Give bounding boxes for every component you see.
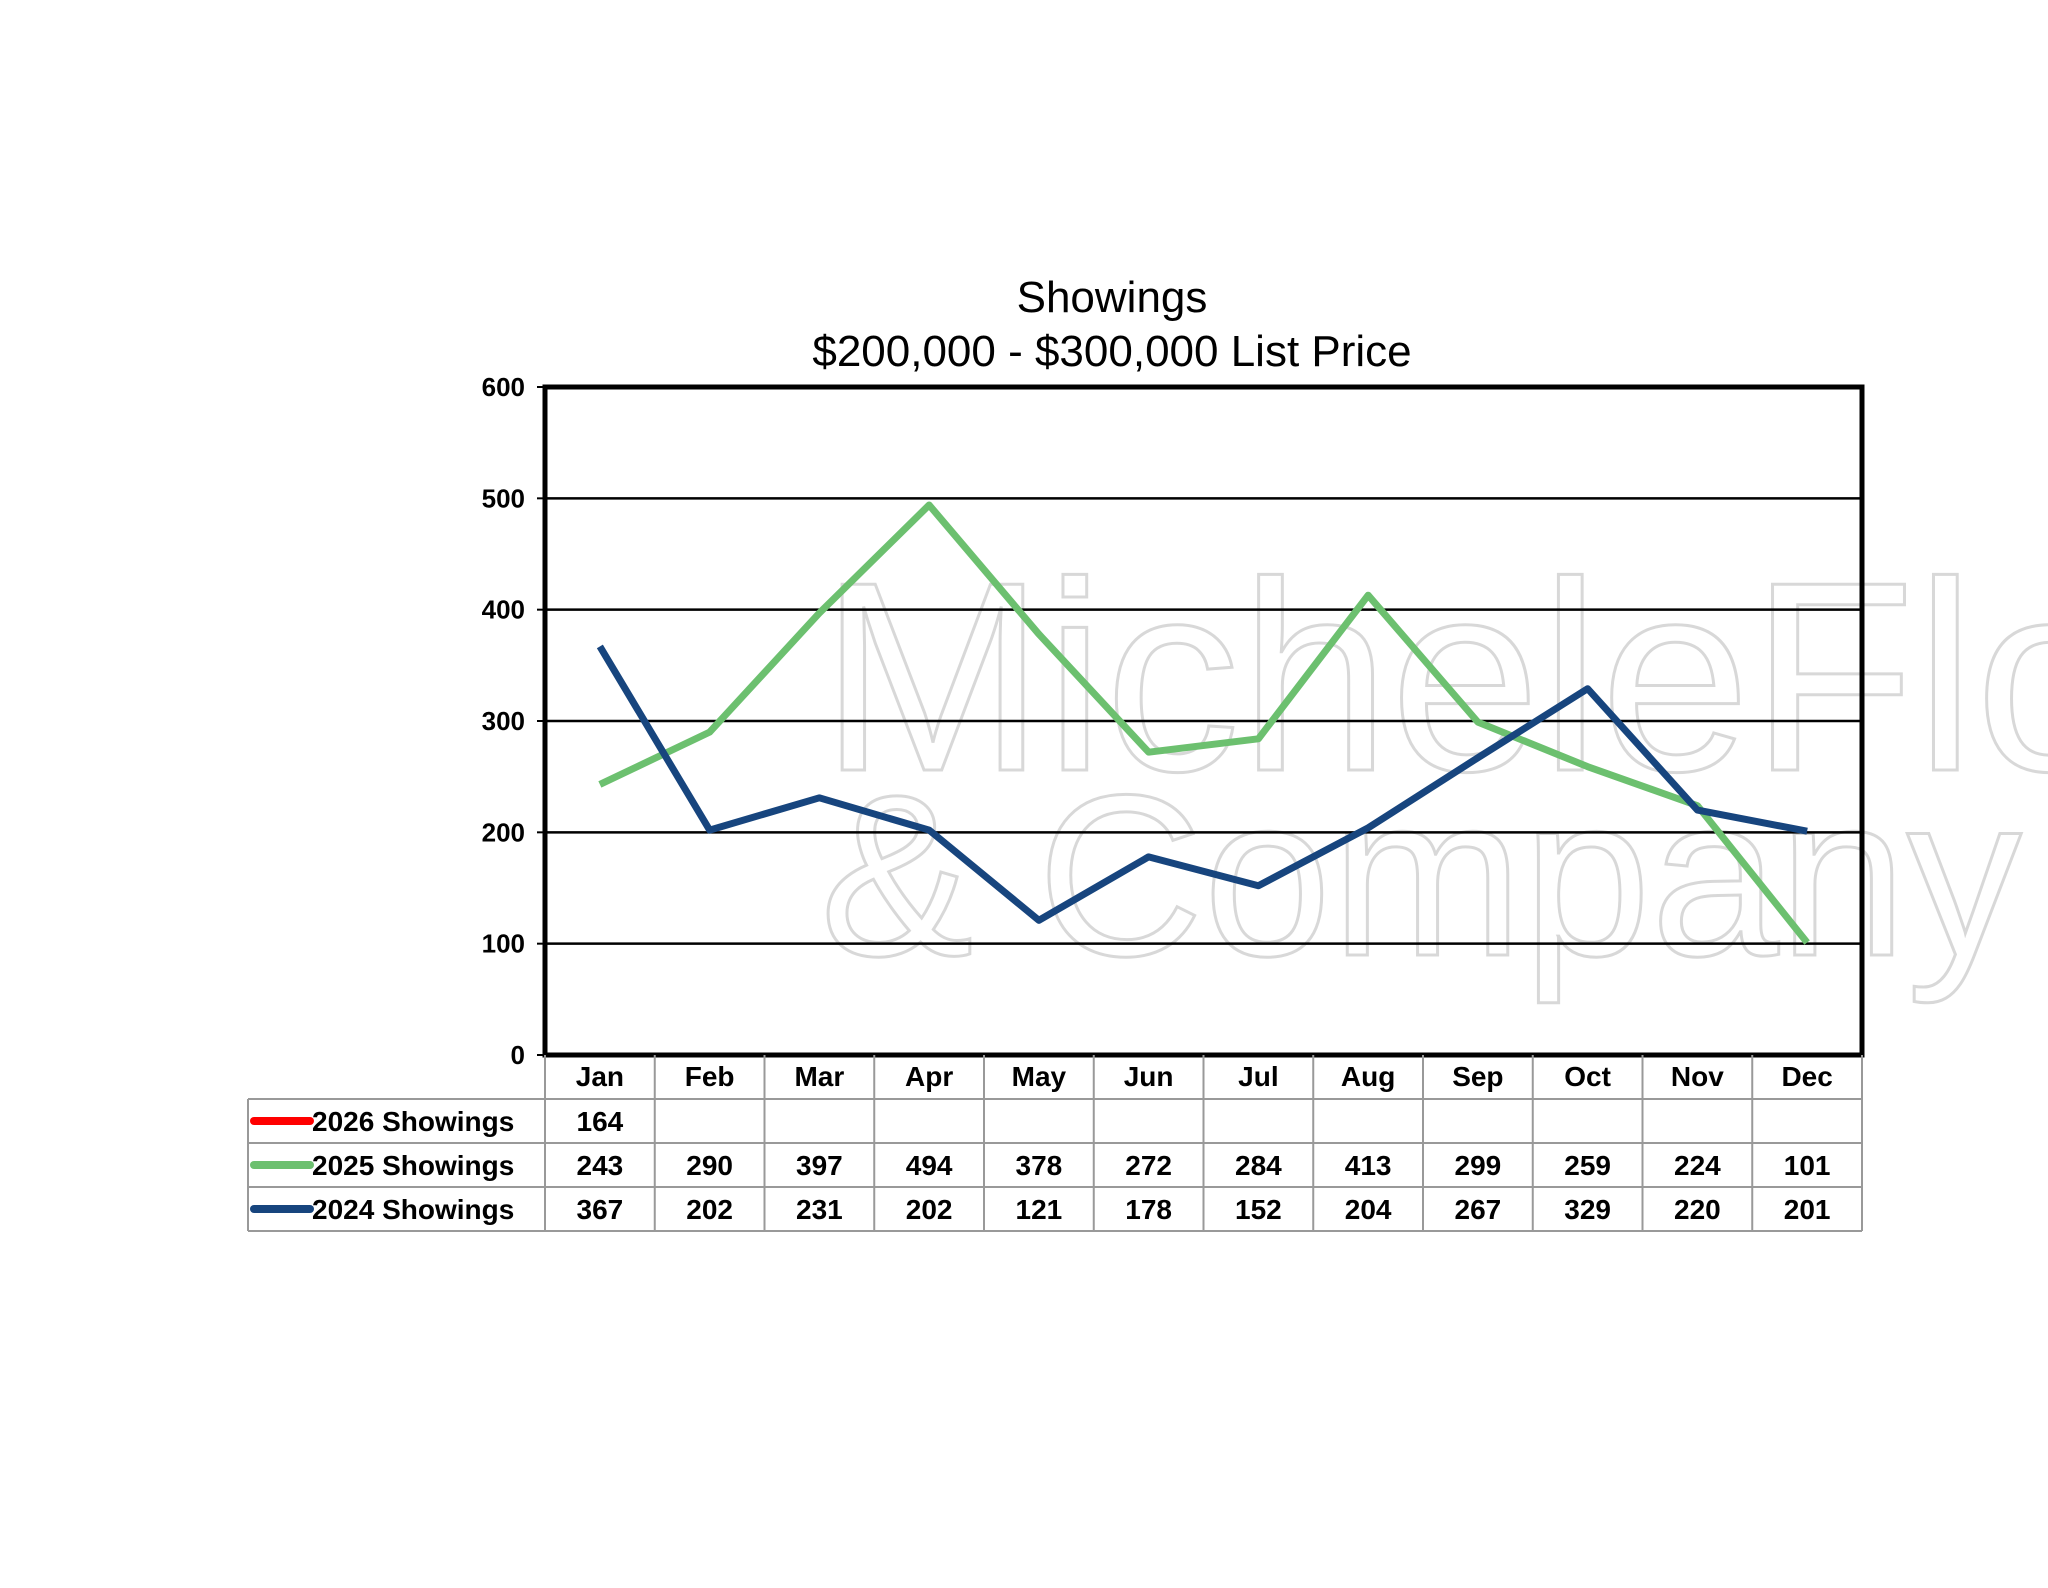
chart-title: Showings bbox=[1017, 273, 1208, 322]
x-tick-label: May bbox=[1012, 1061, 1067, 1092]
table-cell: 202 bbox=[906, 1194, 953, 1225]
table-cell: 290 bbox=[686, 1150, 733, 1181]
table-cell: 201 bbox=[1784, 1194, 1831, 1225]
table-cell: 299 bbox=[1455, 1150, 1502, 1181]
table-cell: 152 bbox=[1235, 1194, 1282, 1225]
x-tick-label: Jul bbox=[1238, 1061, 1278, 1092]
gridlines bbox=[545, 497, 1862, 945]
table-cell: 367 bbox=[577, 1194, 624, 1225]
chart-subtitle: $200,000 - $300,000 List Price bbox=[812, 327, 1411, 376]
legend-label: 2026 Showings bbox=[312, 1106, 514, 1137]
table-cell: 178 bbox=[1125, 1194, 1172, 1225]
x-tick-label: Aug bbox=[1341, 1061, 1395, 1092]
y-tick-label: 0 bbox=[511, 1040, 525, 1070]
table-cell: 202 bbox=[686, 1194, 733, 1225]
y-tick-label: 400 bbox=[482, 595, 525, 625]
table-cell: 267 bbox=[1455, 1194, 1502, 1225]
watermark-text: MicheleFlory bbox=[820, 527, 2048, 829]
y-tick-label: 500 bbox=[482, 483, 525, 513]
table-cell: 220 bbox=[1674, 1194, 1721, 1225]
x-tick-label: Feb bbox=[685, 1061, 735, 1092]
table-cell: 397 bbox=[796, 1150, 843, 1181]
x-tick-label: Mar bbox=[794, 1061, 844, 1092]
legend-label: 2024 Showings bbox=[312, 1194, 514, 1225]
y-tick-label: 200 bbox=[482, 817, 525, 847]
y-tick-label: 100 bbox=[482, 929, 525, 959]
series-line-2025 bbox=[598, 501, 1810, 945]
table-cell: 224 bbox=[1674, 1150, 1721, 1181]
table-cell: 378 bbox=[1016, 1150, 1063, 1181]
table-cell: 329 bbox=[1564, 1194, 1611, 1225]
table-cell: 204 bbox=[1345, 1194, 1392, 1225]
data-table: Jan Feb Mar Apr May Jun Jul Aug Sep Oct Nov Dec 2026… bbox=[247, 1055, 1863, 1232]
table-cell: 164 bbox=[577, 1106, 624, 1137]
x-tick-label: Nov bbox=[1671, 1061, 1724, 1092]
y-tick-label: 300 bbox=[482, 706, 525, 736]
x-tick-label: Jun bbox=[1124, 1061, 1174, 1092]
table-cell: 231 bbox=[796, 1194, 843, 1225]
watermark-text: & Company bbox=[820, 747, 2022, 1004]
table-cell: 101 bbox=[1784, 1150, 1831, 1181]
table-cell: 259 bbox=[1564, 1150, 1611, 1181]
x-tick-label: Dec bbox=[1781, 1061, 1832, 1092]
y-axis: 0 100 200 300 400 500 600 bbox=[482, 372, 545, 1070]
series-line-2024 bbox=[596, 644, 1808, 924]
x-tick-label: Apr bbox=[905, 1061, 953, 1092]
legend-label: 2025 Showings bbox=[312, 1150, 514, 1181]
table-cell: 284 bbox=[1235, 1150, 1282, 1181]
table-cell: 121 bbox=[1016, 1194, 1063, 1225]
x-tick-label: Jan bbox=[576, 1061, 624, 1092]
y-tick-label: 600 bbox=[482, 372, 525, 402]
table-cell: 494 bbox=[906, 1150, 953, 1181]
table-cell: 243 bbox=[577, 1150, 624, 1181]
series-lines bbox=[596, 501, 1810, 945]
table-cell: 413 bbox=[1345, 1150, 1392, 1181]
x-tick-label: Oct bbox=[1564, 1061, 1611, 1092]
table-cell: 272 bbox=[1125, 1150, 1172, 1181]
x-tick-label: Sep bbox=[1452, 1061, 1503, 1092]
watermark-logo: MicheleFlory& Company bbox=[819, 526, 2048, 1006]
